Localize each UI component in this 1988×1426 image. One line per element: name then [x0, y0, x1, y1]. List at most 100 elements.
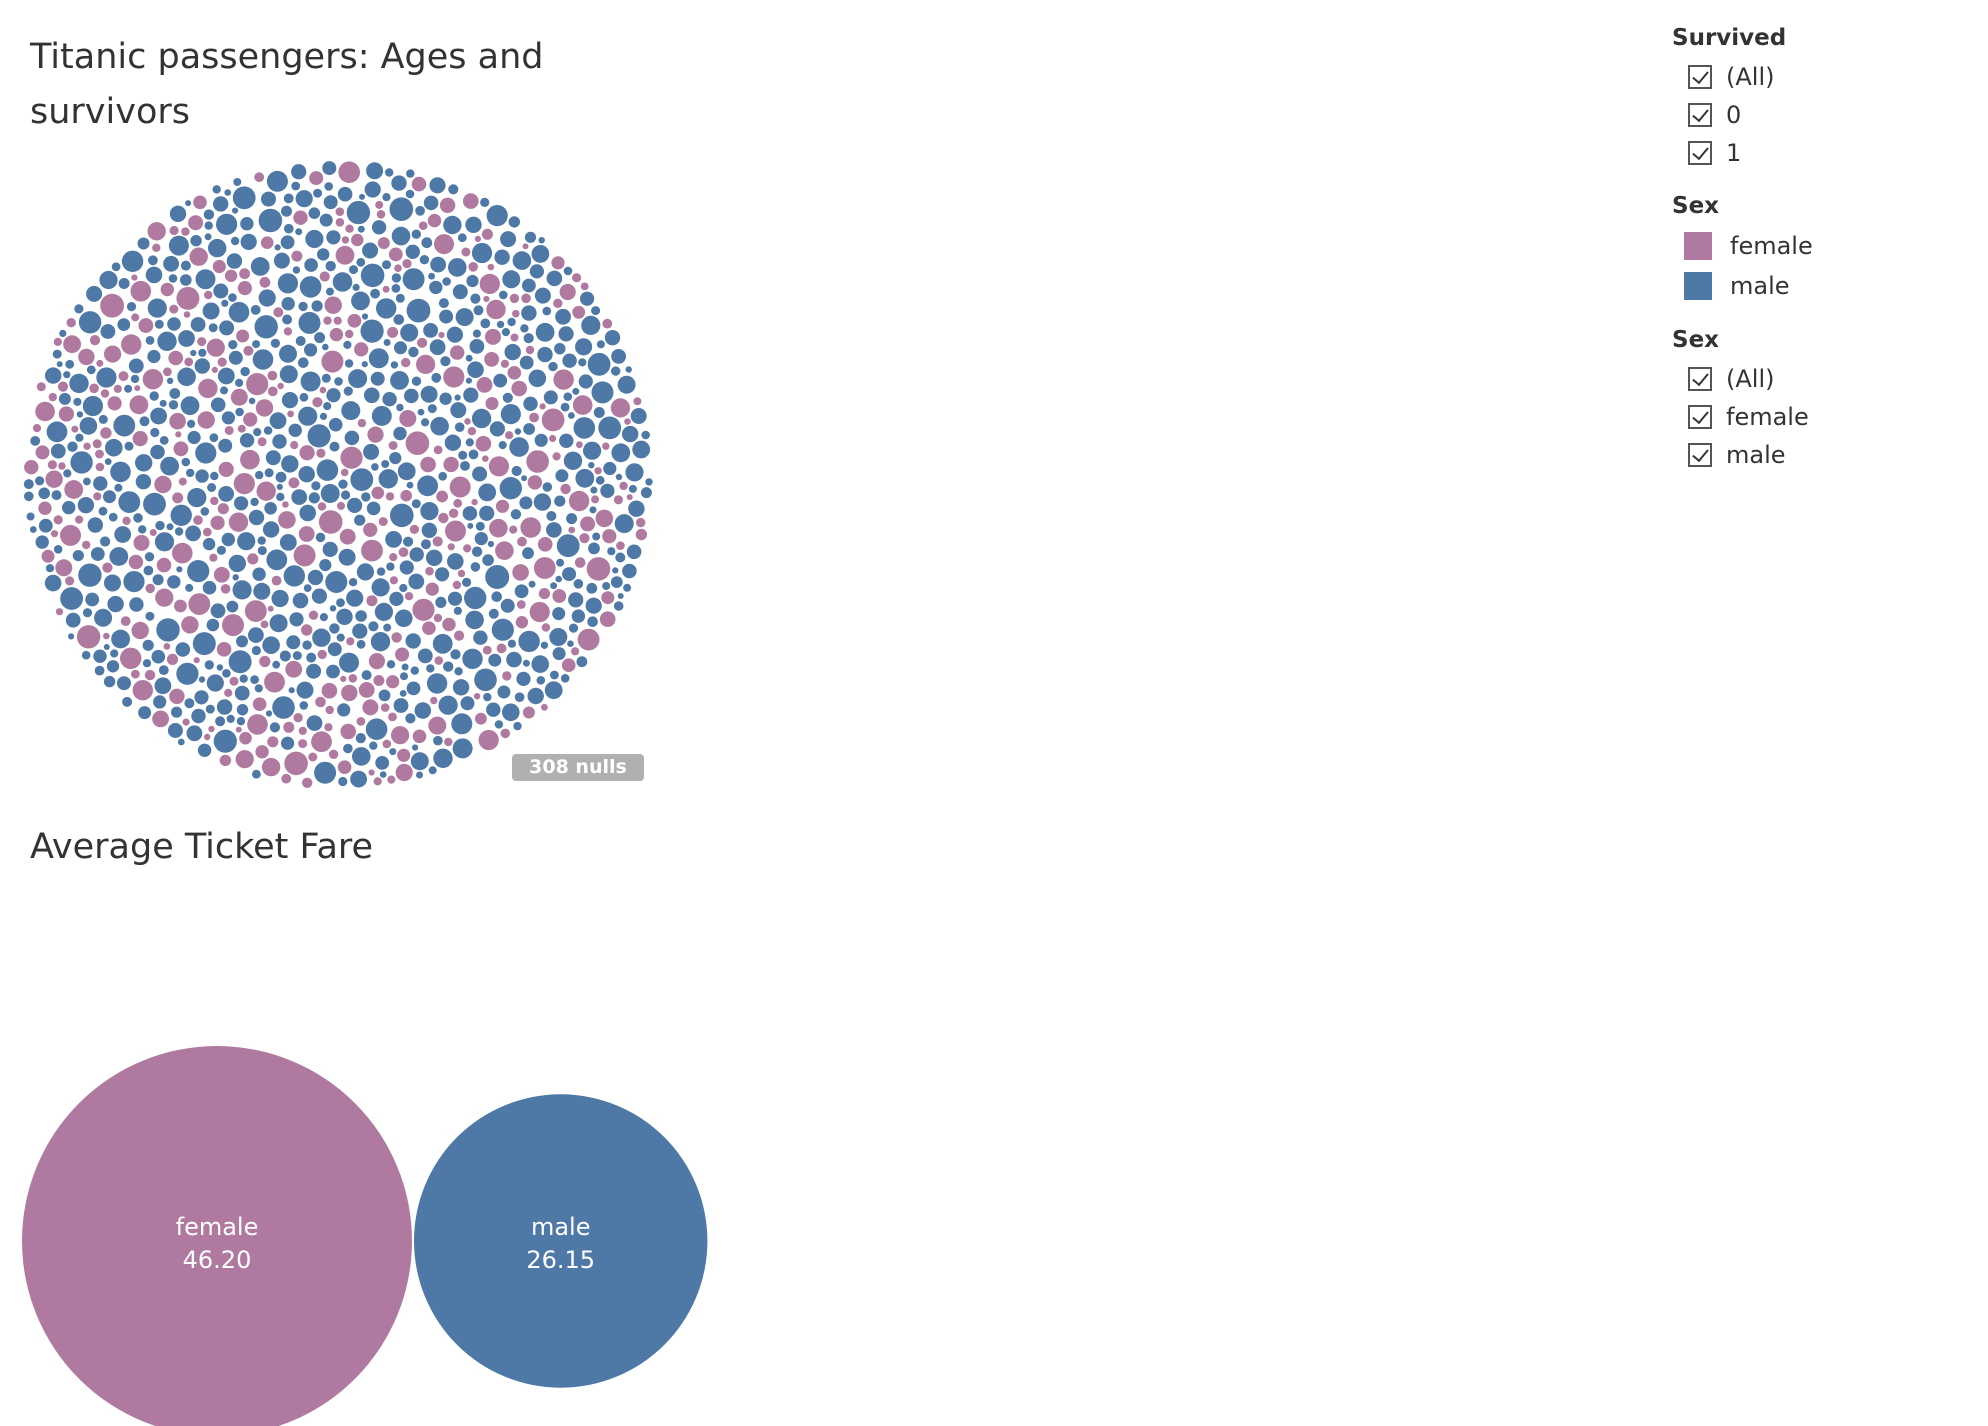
passenger-bubble-male[interactable] [592, 532, 601, 541]
passenger-bubble-male[interactable] [176, 662, 199, 685]
passenger-bubble-male[interactable] [67, 441, 78, 452]
passenger-bubble-male[interactable] [52, 349, 62, 359]
passenger-bubble-female[interactable] [89, 383, 99, 394]
passenger-bubble-female[interactable] [64, 480, 84, 499]
passenger-bubble-male[interactable] [289, 612, 304, 627]
passenger-bubble-male[interactable] [555, 575, 562, 583]
passenger-bubble-female[interactable] [224, 688, 233, 698]
passenger-bubble-male[interactable] [341, 401, 361, 421]
passenger-bubble-male[interactable] [329, 441, 340, 452]
passenger-bubble-male[interactable] [228, 301, 250, 323]
passenger-bubble-male[interactable] [269, 722, 280, 733]
passenger-bubble-male[interactable] [228, 293, 237, 302]
passenger-bubble-male[interactable] [523, 396, 538, 411]
passenger-bubble-male[interactable] [77, 497, 95, 514]
passenger-bubble-female[interactable] [152, 710, 170, 728]
passenger-bubble-female[interactable] [418, 221, 428, 230]
passenger-bubble-male[interactable] [562, 353, 577, 368]
passenger-bubble-male[interactable] [596, 340, 605, 349]
passenger-bubble-female[interactable] [509, 293, 520, 304]
passenger-bubble-male[interactable] [295, 190, 313, 208]
passenger-bubble-female[interactable] [510, 333, 519, 342]
passenger-bubble-female[interactable] [278, 511, 296, 529]
passenger-bubble-male[interactable] [314, 761, 337, 784]
passenger-bubble-male[interactable] [111, 629, 130, 649]
passenger-bubble-female[interactable] [502, 671, 512, 681]
passenger-bubble-female[interactable] [399, 410, 417, 427]
passenger-bubble-female[interactable] [633, 397, 642, 406]
passenger-bubble-male[interactable] [70, 451, 93, 474]
passenger-bubble-female[interactable] [354, 342, 369, 357]
passenger-bubble-male[interactable] [403, 536, 414, 547]
passenger-bubble-female[interactable] [113, 384, 122, 393]
passenger-bubble-female[interactable] [197, 337, 207, 347]
passenger-bubble-male[interactable] [324, 182, 334, 191]
passenger-bubble-male[interactable] [401, 663, 409, 671]
passenger-bubble-male[interactable] [433, 735, 443, 746]
passenger-bubble-female[interactable] [529, 412, 539, 423]
passenger-bubble-male[interactable] [94, 665, 105, 676]
passenger-bubble-male[interactable] [587, 352, 611, 376]
passenger-bubble-male[interactable] [368, 621, 379, 632]
passenger-bubble-male[interactable] [299, 392, 309, 402]
passenger-bubble-female[interactable] [178, 477, 187, 486]
passenger-bubble-female[interactable] [291, 250, 303, 262]
passenger-bubble-female[interactable] [95, 462, 105, 472]
passenger-bubble-male[interactable] [497, 685, 511, 699]
passenger-bubble-female[interactable] [174, 599, 187, 613]
passenger-bubble-male[interactable] [63, 371, 71, 379]
passenger-bubble-male[interactable] [385, 531, 402, 548]
passenger-bubble-female[interactable] [482, 645, 492, 655]
passenger-bubble-female[interactable] [335, 218, 345, 227]
passenger-bubble-female[interactable] [445, 520, 466, 542]
passenger-bubble-male[interactable] [224, 189, 231, 196]
passenger-bubble-female[interactable] [284, 751, 308, 776]
passenger-bubble-male[interactable] [405, 244, 420, 259]
passenger-bubble-female[interactable] [594, 467, 602, 475]
passenger-bubble-male[interactable] [356, 639, 366, 649]
passenger-bubble-male[interactable] [159, 399, 167, 407]
passenger-bubble-male[interactable] [443, 215, 462, 235]
passenger-bubble-female[interactable] [333, 316, 342, 325]
passenger-bubble-male[interactable] [512, 251, 532, 270]
passenger-bubble-male[interactable] [470, 562, 481, 572]
passenger-bubble-male[interactable] [338, 548, 356, 566]
passenger-bubble-female[interactable] [219, 754, 232, 767]
passenger-bubble-male[interactable] [269, 614, 288, 633]
passenger-bubble-female[interactable] [427, 213, 442, 228]
passenger-bubble-female[interactable] [337, 501, 345, 510]
passenger-bubble-male[interactable] [514, 584, 529, 599]
passenger-bubble-female[interactable] [102, 562, 113, 573]
passenger-bubble-male[interactable] [130, 374, 140, 384]
passenger-bubble-female[interactable] [448, 508, 459, 518]
passenger-bubble-male[interactable] [593, 407, 605, 418]
passenger-bubble-male[interactable] [334, 377, 343, 386]
passenger-bubble-female[interactable] [323, 316, 332, 325]
passenger-bubble-male[interactable] [369, 741, 378, 750]
passenger-bubble-male[interactable] [571, 609, 586, 623]
passenger-bubble-male[interactable] [470, 293, 481, 304]
passenger-bubble-female[interactable] [218, 461, 234, 477]
passenger-bubble-male[interactable] [416, 771, 423, 779]
passenger-bubble-male[interactable] [170, 504, 192, 526]
passenger-bubble-female[interactable] [341, 236, 350, 244]
passenger-bubble-male[interactable] [405, 713, 416, 724]
passenger-bubble-female[interactable] [368, 653, 385, 670]
passenger-bubble-male[interactable] [336, 608, 353, 625]
passenger-bubble-male[interactable] [343, 386, 353, 396]
passenger-bubble-female[interactable] [635, 528, 648, 541]
passenger-bubble-male[interactable] [232, 580, 252, 600]
passenger-bubble-female[interactable] [76, 625, 101, 649]
passenger-bubble-male[interactable] [208, 238, 227, 258]
passenger-bubble-male[interactable] [235, 378, 244, 387]
passenger-bubble-male[interactable] [514, 428, 522, 435]
passenger-bubble-male[interactable] [518, 630, 540, 653]
passenger-bubble-female[interactable] [38, 501, 52, 515]
passenger-bubble-male[interactable] [250, 497, 259, 507]
passenger-bubble-male[interactable] [322, 541, 338, 558]
passenger-bubble-male[interactable] [585, 597, 602, 614]
passenger-bubble-male[interactable] [496, 320, 505, 329]
passenger-bubble-male[interactable] [356, 563, 374, 581]
passenger-bubble-male[interactable] [326, 230, 341, 245]
passenger-bubble-male[interactable] [563, 451, 583, 470]
